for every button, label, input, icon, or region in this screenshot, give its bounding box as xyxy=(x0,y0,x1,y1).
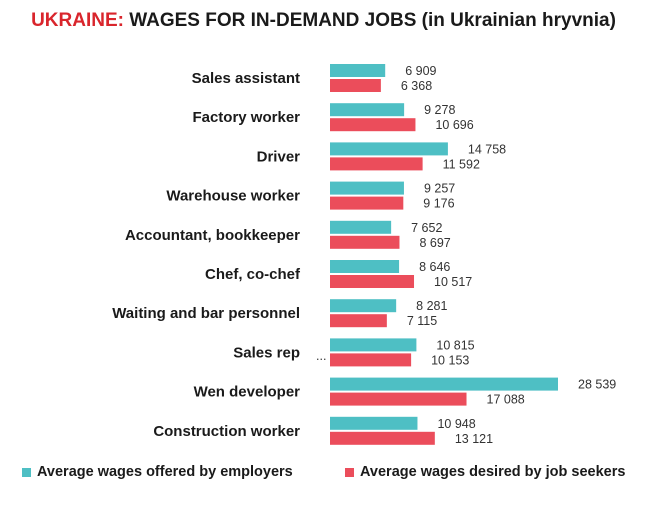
bar-offered-chef-co-chef xyxy=(330,260,400,273)
bar-offered-warehouse-worker xyxy=(330,181,404,195)
bar-offered-construction-worker xyxy=(330,416,418,430)
bar-offered-driver xyxy=(330,142,448,156)
category-label-warehouse-worker: Warehouse worker xyxy=(166,188,300,205)
value-label-desired-construction-worker: 13 121 xyxy=(455,432,493,446)
value-label-desired-chef-co-chef: 10 517 xyxy=(434,275,472,289)
bar-desired-sales-rep xyxy=(330,353,412,367)
category-label-sales-rep: Sales rep xyxy=(233,344,300,361)
chart-title-main: WAGES FOR IN-DEMAND JOBS (in Ukrainian h… xyxy=(129,10,616,31)
bar-desired-construction-worker xyxy=(330,431,435,445)
legend-label-offered: Average wages offered by employers xyxy=(37,464,293,480)
value-label-offered-driver: 14 758 xyxy=(468,142,506,156)
category-label-waiting-and-bar-personnel: Waiting and bar personnel xyxy=(112,305,300,322)
value-label-desired-waiting-and-bar-personnel: 7 115 xyxy=(407,314,437,328)
bar-desired-chef-co-chef xyxy=(330,275,415,288)
legend-swatch-offered xyxy=(22,467,31,477)
bar-offered-accountant-bookkeeper xyxy=(330,220,392,234)
bar-offered-factory-worker xyxy=(330,103,405,117)
bar-desired-factory-worker xyxy=(330,118,416,132)
value-label-desired-wen-developer: 17 088 xyxy=(487,393,525,407)
legend-item-offered: Average wages offered by employers xyxy=(22,464,293,480)
value-label-offered-wen-developer: 28 539 xyxy=(578,378,616,392)
category-label-construction-worker: Construction worker xyxy=(153,423,300,440)
bar-desired-driver xyxy=(330,157,423,171)
value-label-desired-warehouse-worker: 9 176 xyxy=(423,197,454,211)
value-label-desired-accountant-bookkeeper: 8 697 xyxy=(419,236,450,250)
bar-desired-waiting-and-bar-personnel xyxy=(330,314,387,328)
category-label-sales-assistant: Sales assistant xyxy=(192,70,300,87)
value-label-offered-sales-assistant: 6 909 xyxy=(405,64,436,78)
legend-item-desired: Average wages desired by job seekers xyxy=(345,464,625,480)
legend-label-desired: Average wages desired by job seekers xyxy=(360,464,626,480)
annotation-ellipsis: ... xyxy=(316,349,326,363)
bar-desired-wen-developer xyxy=(330,392,467,406)
value-label-desired-sales-assistant: 6 368 xyxy=(401,79,432,93)
value-label-offered-waiting-and-bar-personnel: 8 281 xyxy=(416,299,447,313)
bar-desired-accountant-bookkeeper xyxy=(330,235,400,249)
value-label-offered-factory-worker: 9 278 xyxy=(424,103,455,117)
bar-offered-wen-developer xyxy=(330,377,558,391)
bar-offered-waiting-and-bar-personnel xyxy=(330,299,397,313)
value-label-offered-accountant-bookkeeper: 7 652 xyxy=(411,221,442,235)
value-label-offered-construction-worker: 10 948 xyxy=(437,417,475,431)
value-label-offered-sales-rep: 10 815 xyxy=(436,338,474,352)
category-label-factory-worker: Factory worker xyxy=(192,109,300,126)
category-label-accountant-bookkeeper: Accountant, bookkeeper xyxy=(125,227,300,244)
bar-offered-sales-assistant xyxy=(330,64,386,77)
category-label-wen-developer: Wen developer xyxy=(194,384,301,401)
value-label-offered-chef-co-chef: 8 646 xyxy=(419,260,450,274)
chart-title-prefix: UKRAINE: xyxy=(31,10,124,31)
bar-offered-sales-rep xyxy=(330,338,417,352)
bar-desired-warehouse-worker xyxy=(330,196,404,210)
chart-title: UKRAINE: WAGES FOR IN-DEMAND JOBS (in Uk… xyxy=(0,10,647,32)
legend-swatch-desired xyxy=(345,467,354,477)
value-label-desired-driver: 11 592 xyxy=(443,157,480,171)
legend: Average wages offered by employers Avera… xyxy=(22,464,647,484)
value-label-desired-sales-rep: 10 153 xyxy=(431,353,469,367)
value-label-desired-factory-worker: 10 696 xyxy=(435,118,473,132)
bar-desired-sales-assistant xyxy=(330,79,381,92)
category-label-driver: Driver xyxy=(257,148,301,165)
value-label-offered-warehouse-worker: 9 257 xyxy=(424,182,455,196)
category-label-chef-co-chef: Chef, co-chef xyxy=(205,266,301,283)
